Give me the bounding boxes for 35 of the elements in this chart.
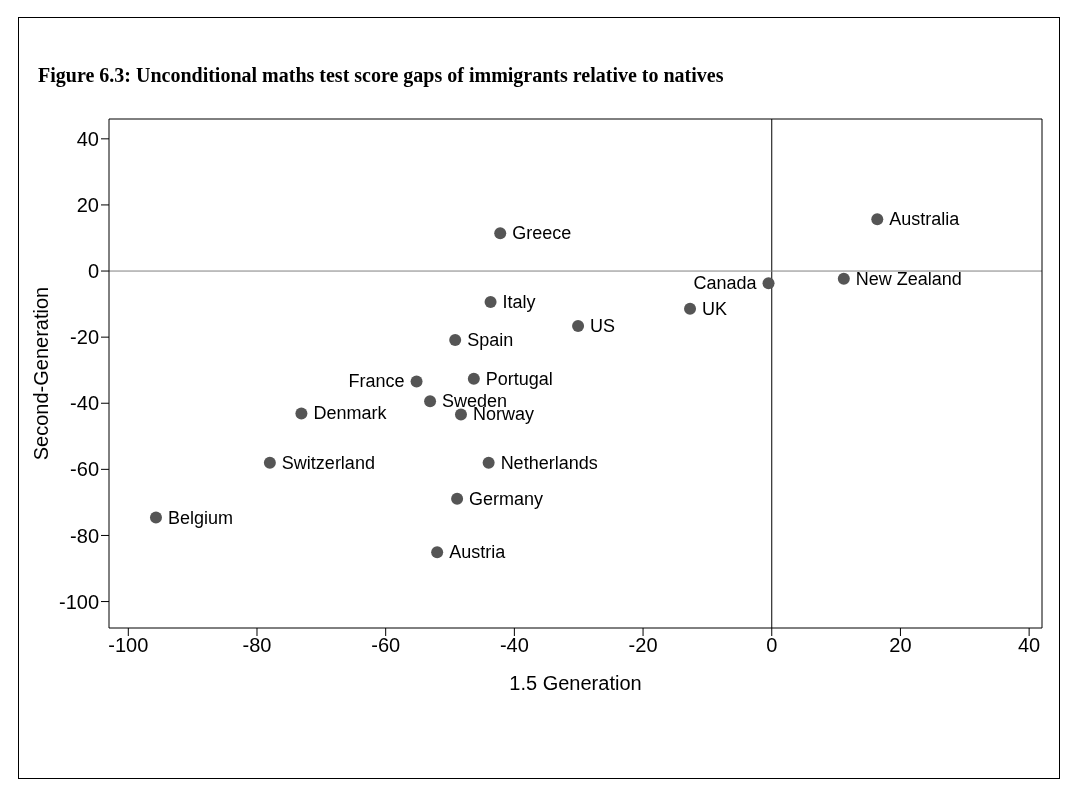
series-label: Belgium xyxy=(167,507,233,528)
x-tick-label: -100 xyxy=(108,634,149,657)
y-tick-label: -20 xyxy=(70,326,99,349)
series-label: Denmark xyxy=(313,403,388,424)
series-label: UK xyxy=(702,298,728,319)
series-label: Netherlands xyxy=(500,452,598,473)
x-tick-label: 20 xyxy=(889,634,912,657)
series-label: Italy xyxy=(502,292,536,313)
series-label: US xyxy=(590,315,616,336)
series-label: Greece xyxy=(512,223,572,244)
y-tick-label: -40 xyxy=(70,392,99,415)
x-tick-label: -20 xyxy=(628,634,658,657)
series-label: Austria xyxy=(449,542,507,563)
x-tick-label: 40 xyxy=(1018,634,1041,657)
series-label: Switzerland xyxy=(281,452,375,473)
series-label: Australia xyxy=(889,209,961,230)
y-tick-label: 0 xyxy=(87,260,99,283)
x-tick-label: 0 xyxy=(766,634,778,657)
series-label: Portugal xyxy=(485,368,553,389)
series-label: France xyxy=(348,371,405,392)
y-tick-label: -80 xyxy=(70,524,99,547)
y-tick-label: 20 xyxy=(76,194,99,217)
y-tick-label: 40 xyxy=(76,127,99,150)
series-label: Germany xyxy=(469,488,544,509)
series-label: Canada xyxy=(693,273,758,294)
x-tick-label: -40 xyxy=(499,634,529,657)
chart-title: Figure 6.3: Unconditional maths test score gaps of immigrants relative to natives xyxy=(38,64,724,87)
series-label: Spain xyxy=(467,330,514,351)
y-tick-label: -60 xyxy=(70,458,99,481)
y-tick-label: -100 xyxy=(58,590,99,613)
x-axis-title: 1.5 Generation xyxy=(509,672,642,694)
x-tick-label: -60 xyxy=(371,634,401,657)
series-label: New Zealand xyxy=(855,268,962,289)
x-tick-label: -80 xyxy=(242,634,272,657)
y-axis-title: Second-Generation xyxy=(30,286,53,461)
